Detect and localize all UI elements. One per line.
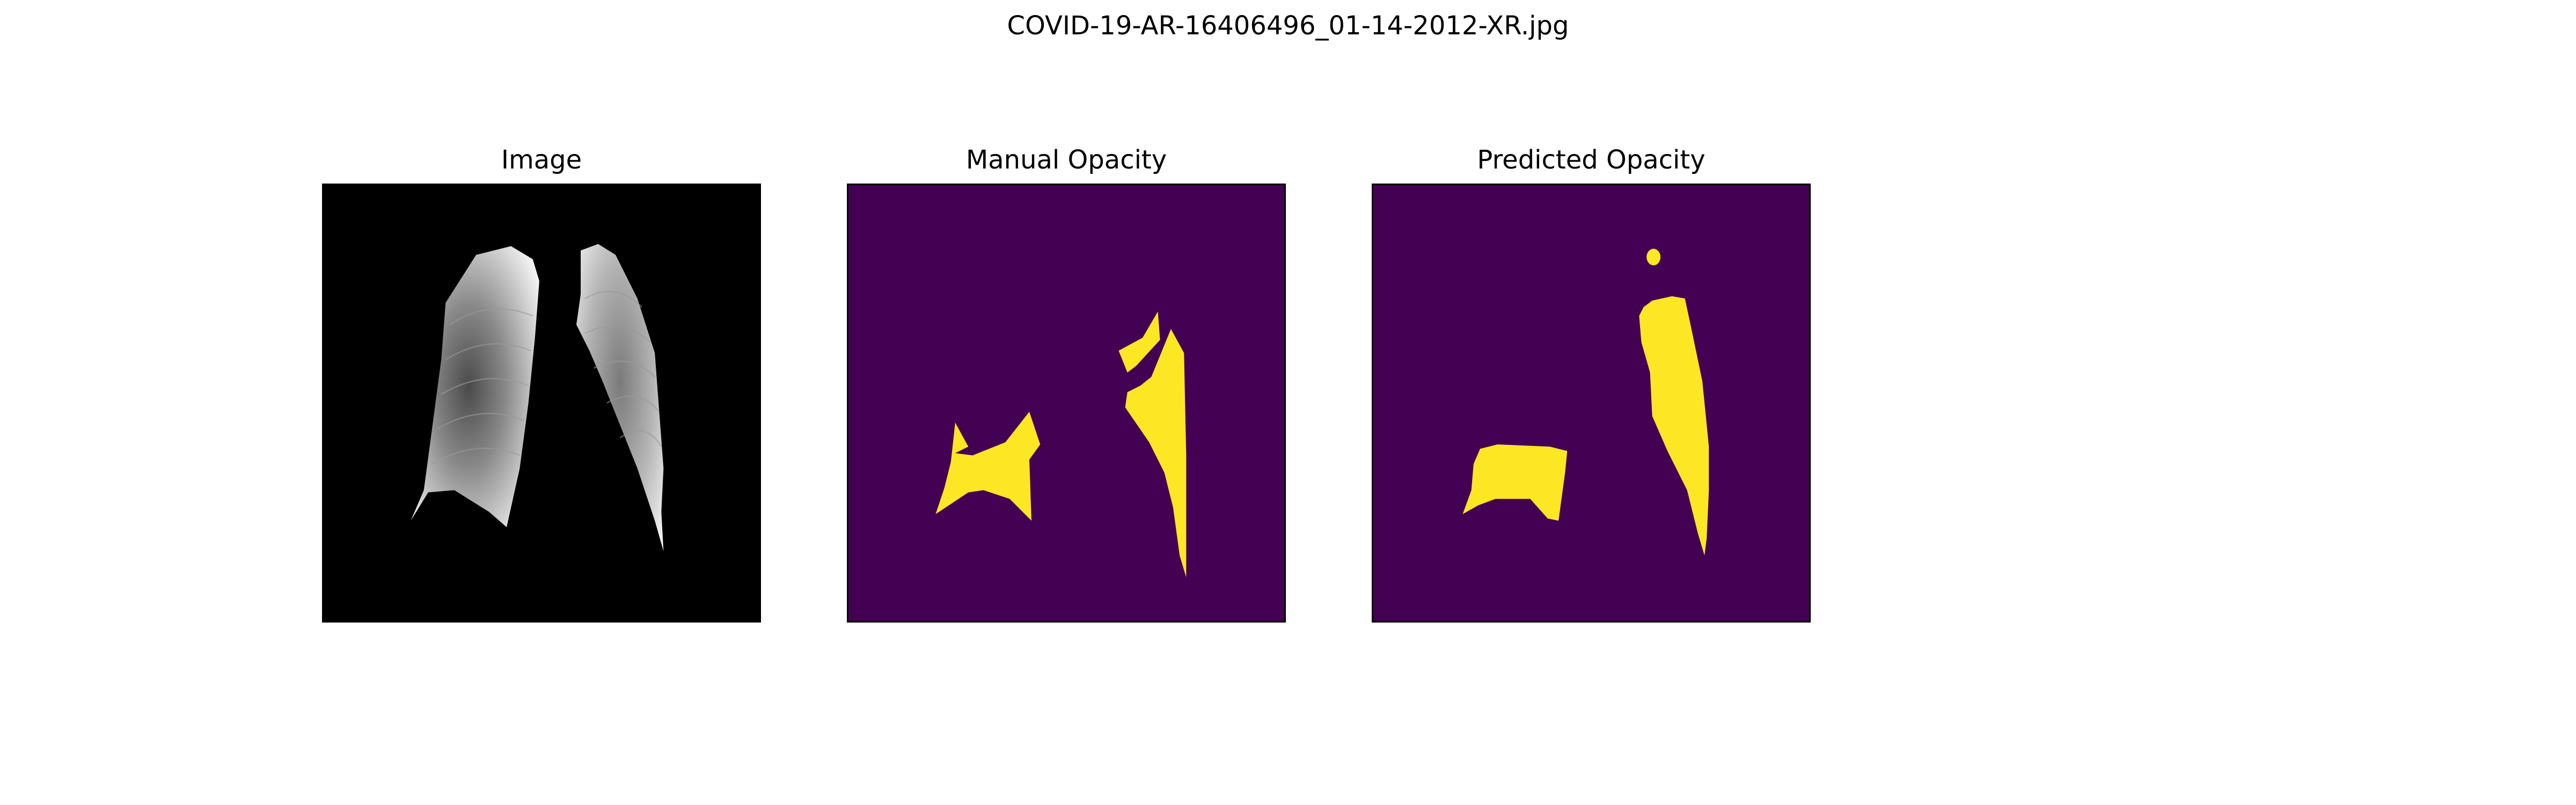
left-lung [411, 246, 539, 528]
rib-texture [432, 290, 662, 465]
predicted-opacity-region-small [1646, 248, 1661, 266]
figure-title: COVID-19-AR-16406496_01-14-2012-XR.jpg [1007, 11, 1569, 41]
manual-opacity-region-right-upper [1118, 311, 1160, 373]
manual-opacity-region-right [1125, 328, 1187, 577]
manual-opacity-mask [848, 185, 1284, 621]
panel-title-image: Image [501, 145, 582, 175]
predicted-opacity-mask [1373, 185, 1809, 621]
manual-opacity-region-left [935, 412, 1041, 521]
image-background [324, 185, 759, 621]
predicted-opacity-region-left [1462, 444, 1568, 521]
panel-predicted-opacity [1372, 184, 1811, 623]
panel-title-predicted-opacity: Predicted Opacity [1477, 145, 1706, 175]
panel-manual-opacity [847, 184, 1286, 623]
panel-title-manual-opacity: Manual Opacity [965, 145, 1167, 175]
xray-lung-image [324, 185, 759, 621]
panel-image [322, 184, 761, 623]
mask-background [1373, 185, 1809, 621]
predicted-opacity-region-right [1639, 296, 1709, 556]
mask-background [848, 185, 1284, 621]
